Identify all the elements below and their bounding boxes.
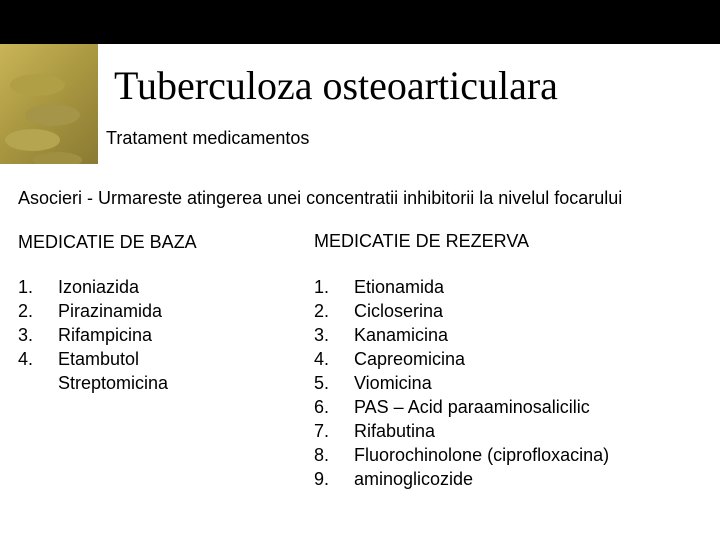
list-number: 8.: [314, 443, 354, 467]
list-number: 3.: [314, 323, 354, 347]
description: Asocieri - Urmareste atingerea unei conc…: [18, 188, 622, 209]
left-list: 1.Izoniazida 2.Pirazinamida 3.Rifampicin…: [18, 275, 168, 395]
list-item: 4.Etambutol: [18, 347, 168, 371]
list-number: 1.: [18, 275, 58, 299]
list-item: 2.Cicloserina: [314, 299, 609, 323]
list-text: Streptomicina: [58, 371, 168, 395]
page-title: Tuberculoza osteoarticulara: [114, 62, 558, 109]
list-item: 1.Izoniazida: [18, 275, 168, 299]
list-number: [18, 371, 58, 395]
list-number: 4.: [18, 347, 58, 371]
list-item: Streptomicina: [18, 371, 168, 395]
list-item: 4.Capreomicina: [314, 347, 609, 371]
list-item: 2.Pirazinamida: [18, 299, 168, 323]
right-list: 1.Etionamida 2.Cicloserina 3.Kanamicina …: [314, 275, 609, 491]
list-item: 3.Kanamicina: [314, 323, 609, 347]
list-text: Pirazinamida: [58, 299, 162, 323]
list-number: 7.: [314, 419, 354, 443]
list-number: 6.: [314, 395, 354, 419]
left-column-header: MEDICATIE DE BAZA: [18, 232, 197, 253]
right-column-header: MEDICATIE DE REZERVA: [314, 231, 529, 252]
list-number: 2.: [314, 299, 354, 323]
list-text: Kanamicina: [354, 323, 448, 347]
list-text: Etambutol: [58, 347, 139, 371]
list-item: 5.Viomicina: [314, 371, 609, 395]
list-number: 9.: [314, 467, 354, 491]
list-text: Etionamida: [354, 275, 444, 299]
subtitle: Tratament medicamentos: [106, 128, 309, 149]
list-item: 7.Rifabutina: [314, 419, 609, 443]
top-black-bar: [0, 0, 720, 44]
list-item: 6.PAS – Acid paraaminosalicilic: [314, 395, 609, 419]
list-text: Izoniazida: [58, 275, 139, 299]
list-text: Rifampicina: [58, 323, 152, 347]
list-number: 1.: [314, 275, 354, 299]
list-item: 8.Fluorochinolone (ciprofloxacina): [314, 443, 609, 467]
list-text: Fluorochinolone (ciprofloxacina): [354, 443, 609, 467]
list-text: aminoglicozide: [354, 467, 473, 491]
list-text: Cicloserina: [354, 299, 443, 323]
list-number: 5.: [314, 371, 354, 395]
list-number: 3.: [18, 323, 58, 347]
list-item: 1.Etionamida: [314, 275, 609, 299]
list-text: Rifabutina: [354, 419, 435, 443]
list-text: Viomicina: [354, 371, 432, 395]
list-number: 4.: [314, 347, 354, 371]
list-text: PAS – Acid paraaminosalicilic: [354, 395, 590, 419]
bacteria-image: [0, 44, 98, 164]
list-text: Capreomicina: [354, 347, 465, 371]
list-item: 3.Rifampicina: [18, 323, 168, 347]
list-item: 9.aminoglicozide: [314, 467, 609, 491]
list-number: 2.: [18, 299, 58, 323]
